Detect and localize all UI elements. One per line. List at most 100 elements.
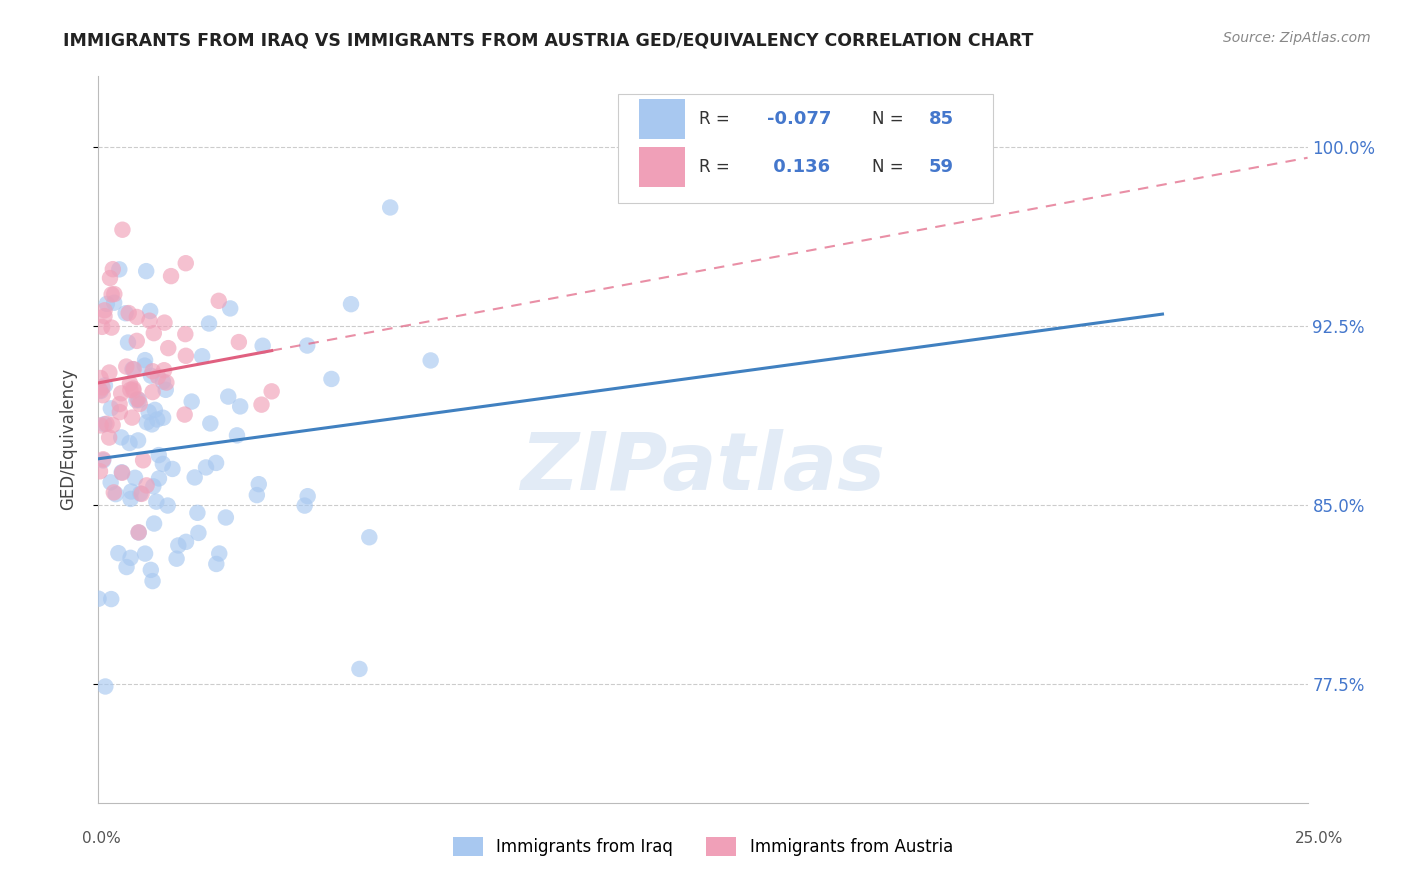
Point <box>103 287 125 301</box>
Point <box>120 484 142 499</box>
Point <box>121 362 143 376</box>
Point <box>124 471 146 485</box>
Point <box>134 547 156 561</box>
Point <box>120 491 142 506</box>
Point <box>100 401 122 416</box>
Text: 85: 85 <box>929 111 955 128</box>
Point <box>146 369 169 384</box>
Point <box>155 376 177 390</box>
Point <box>141 574 163 588</box>
Point <box>139 304 162 318</box>
Point <box>135 415 157 429</box>
Point <box>94 680 117 694</box>
Point <box>114 306 136 320</box>
Point <box>200 417 222 431</box>
Point <box>191 349 214 363</box>
Point <box>297 338 319 352</box>
Text: R =: R = <box>699 111 735 128</box>
Point <box>208 293 231 308</box>
Point <box>162 462 184 476</box>
Point <box>180 394 202 409</box>
Text: N =: N = <box>872 111 910 128</box>
Point <box>186 506 208 520</box>
Point <box>139 563 162 577</box>
Point <box>143 402 166 417</box>
Point <box>167 539 190 553</box>
Point <box>101 262 124 277</box>
Point <box>120 550 142 565</box>
Point <box>128 525 150 540</box>
Point <box>173 408 195 422</box>
Point <box>215 510 238 524</box>
Point <box>228 334 250 349</box>
Text: 0.0%: 0.0% <box>82 831 121 847</box>
Point <box>128 393 150 408</box>
Point <box>120 383 142 397</box>
Point <box>297 489 319 503</box>
Point <box>90 384 112 398</box>
Point <box>142 479 165 493</box>
Point <box>157 341 180 355</box>
Point <box>89 464 111 478</box>
Point <box>91 319 114 334</box>
Point <box>125 310 148 324</box>
Point <box>205 557 228 571</box>
Point <box>138 405 160 419</box>
Point <box>148 471 170 485</box>
Point <box>125 334 148 348</box>
Point <box>321 372 343 386</box>
Point <box>96 417 118 431</box>
Point <box>118 306 141 320</box>
Point <box>134 353 156 368</box>
Point <box>246 488 269 502</box>
Point <box>89 384 111 398</box>
Point <box>115 359 138 374</box>
Point <box>250 398 273 412</box>
Point <box>380 201 402 215</box>
Point <box>260 384 283 399</box>
Point <box>156 499 179 513</box>
Point <box>148 448 170 462</box>
Point <box>100 475 122 490</box>
Text: Source: ZipAtlas.com: Source: ZipAtlas.com <box>1223 31 1371 45</box>
Point <box>107 546 129 560</box>
Point <box>122 384 145 398</box>
Point <box>91 388 114 402</box>
Point <box>115 560 138 574</box>
Point <box>139 368 162 383</box>
Point <box>152 457 174 471</box>
Point <box>111 465 134 479</box>
Point <box>122 382 145 396</box>
Point <box>208 547 231 561</box>
Text: IMMIGRANTS FROM IRAQ VS IMMIGRANTS FROM AUSTRIA GED/EQUIVALENCY CORRELATION CHAR: IMMIGRANTS FROM IRAQ VS IMMIGRANTS FROM … <box>63 31 1033 49</box>
Point <box>104 487 127 501</box>
Point <box>134 359 156 373</box>
Point <box>101 417 124 432</box>
Point <box>100 320 122 334</box>
Point <box>138 314 160 328</box>
Point <box>247 477 270 491</box>
Point <box>127 434 149 448</box>
Y-axis label: GED/Equivalency: GED/Equivalency <box>59 368 77 510</box>
Point <box>152 410 174 425</box>
Point <box>174 534 197 549</box>
FancyBboxPatch shape <box>619 94 993 203</box>
Point <box>198 317 221 331</box>
Text: 0.136: 0.136 <box>768 158 830 176</box>
Point <box>166 551 188 566</box>
Point <box>110 386 132 401</box>
Point <box>128 525 150 540</box>
Point <box>419 353 441 368</box>
Point <box>117 335 139 350</box>
Point <box>128 397 150 411</box>
Point <box>135 478 157 492</box>
Point <box>294 499 316 513</box>
Point <box>187 525 209 540</box>
Point <box>131 487 153 501</box>
Point <box>252 339 274 353</box>
Point <box>118 376 141 391</box>
Text: -0.077: -0.077 <box>768 111 831 128</box>
Point <box>135 264 157 278</box>
Point <box>91 380 114 394</box>
Point <box>153 316 176 330</box>
